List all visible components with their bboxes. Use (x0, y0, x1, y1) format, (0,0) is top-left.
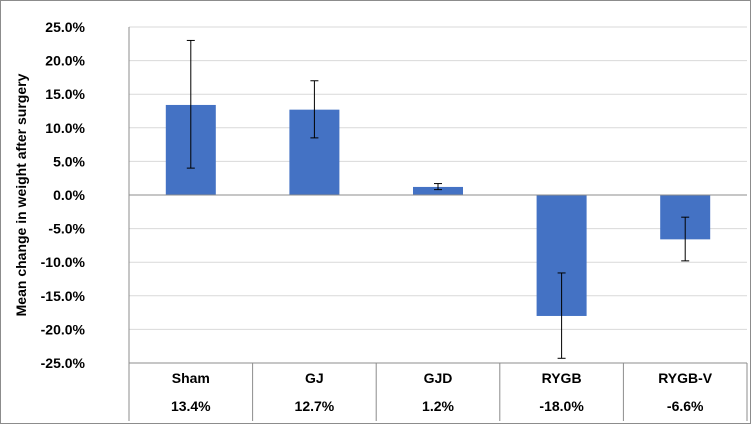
category-table: Sham 13.4% GJ 12.7% GJD 1.2% RYGB -18.0% RYGB-V -… (128, 363, 748, 421)
error-bars (186, 39, 690, 359)
y-tick-label: -5.0% (48, 221, 85, 237)
y-tick-label: 15.0% (45, 86, 85, 102)
category-label: RYGB (542, 370, 582, 386)
y-tick-label: 5.0% (53, 153, 85, 169)
y-tick-label: -20.0% (41, 321, 86, 337)
data-label: -18.0% (539, 398, 584, 414)
data-label: -6.6% (667, 398, 704, 414)
y-tick-label: 20.0% (45, 53, 85, 69)
category-label: GJ (305, 370, 324, 386)
y-tick-label: 10.0% (45, 120, 85, 136)
y-tick-label: -15.0% (41, 288, 86, 304)
data-label: 13.4% (171, 398, 211, 414)
y-tick-label: -25.0% (41, 355, 86, 371)
category-label: GJD (424, 370, 453, 386)
y-axis-title: Mean change in weight after surgery (13, 73, 29, 316)
bar (413, 186, 463, 195)
category-label: Sham (172, 370, 210, 386)
y-tick-label: 0.0% (53, 187, 85, 203)
data-label: 1.2% (422, 398, 454, 414)
data-label: 12.7% (295, 398, 335, 414)
bars (165, 104, 711, 316)
axes (128, 27, 747, 421)
y-tick-label: 25.0% (45, 19, 85, 35)
y-tick-labels: 25.0% 20.0% 15.0% 10.0% 5.0% 0.0% -5.0% -10.0% -… (41, 19, 86, 371)
y-tick-label: -10.0% (41, 254, 86, 270)
category-label: RYGB-V (658, 370, 713, 386)
